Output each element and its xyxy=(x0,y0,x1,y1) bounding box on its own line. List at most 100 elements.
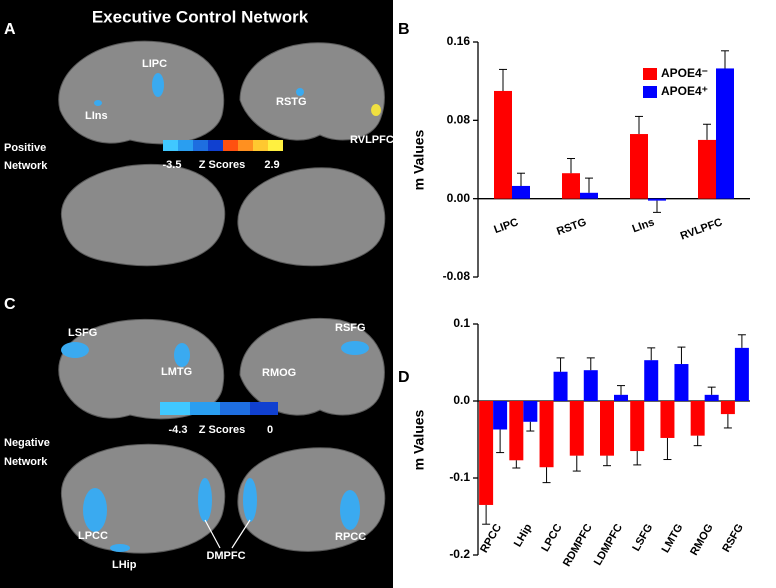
y-tick-label: 0.1 xyxy=(453,316,470,330)
bar xyxy=(716,68,734,199)
colorbar-cell xyxy=(268,140,283,151)
y-tick-label: 0.08 xyxy=(447,113,471,127)
bar xyxy=(494,90,512,199)
panel-letter: A xyxy=(4,21,16,38)
bar xyxy=(553,371,568,401)
pointer xyxy=(204,519,221,549)
colorbar-cell xyxy=(238,140,253,151)
blob xyxy=(61,342,89,358)
blob xyxy=(371,104,381,116)
y-tick-label: 0.16 xyxy=(447,34,471,48)
colorbar-label: Z Scores xyxy=(199,424,245,436)
bar xyxy=(734,347,749,401)
bar xyxy=(704,394,719,401)
colorbar-cell xyxy=(223,140,238,151)
figure-title: Executive Control Network xyxy=(92,7,309,26)
bar xyxy=(493,401,508,430)
blob xyxy=(243,478,257,522)
y-axis-label: m Values xyxy=(411,409,427,470)
x-tick-label: LMTG xyxy=(660,522,686,555)
x-tick-label: LSFG xyxy=(630,522,655,553)
colorbar-cell xyxy=(190,402,220,415)
y-tick-label: 0.00 xyxy=(447,191,471,205)
colorbar-cell xyxy=(163,140,178,151)
x-tick-label: RSFG xyxy=(720,522,746,554)
region-label: DMPFC xyxy=(206,550,245,562)
network-label: Network xyxy=(4,160,48,172)
blob xyxy=(174,343,190,367)
colorbar xyxy=(163,140,283,151)
y-tick-label: 0.0 xyxy=(453,393,470,407)
colorbar-max: 2.9 xyxy=(264,159,279,171)
x-tick-label: RPCC xyxy=(478,522,504,555)
x-tick-label: LDMPFC xyxy=(592,522,625,568)
bar xyxy=(644,360,659,401)
bar xyxy=(523,401,538,422)
colorbar-cell xyxy=(178,140,193,151)
bar xyxy=(583,370,598,401)
y-tick-label: -0.2 xyxy=(449,547,470,561)
bar xyxy=(698,139,716,199)
colorbar-min: -4.3 xyxy=(169,424,188,436)
bar xyxy=(479,401,494,505)
blob xyxy=(152,73,164,97)
region-label: RPCC xyxy=(335,531,366,543)
region-label: LPCC xyxy=(78,530,108,542)
network-label: Network xyxy=(4,456,48,468)
blob xyxy=(340,490,360,530)
region-label: RSTG xyxy=(276,96,307,108)
x-tick-label: RMOG xyxy=(688,522,716,558)
brain-lateral xyxy=(239,42,385,141)
colorbar-cell xyxy=(253,140,268,151)
bar xyxy=(614,394,628,401)
brain-lateral xyxy=(58,40,225,145)
bar xyxy=(660,401,675,438)
colorbar-min: -3.5 xyxy=(163,159,182,171)
blob xyxy=(94,100,102,106)
panel-letter: D xyxy=(398,369,410,386)
bar xyxy=(720,401,735,415)
panel-letter: B xyxy=(398,21,410,38)
bar xyxy=(630,134,648,199)
y-tick-label: -0.1 xyxy=(449,470,470,484)
colorbar-cell xyxy=(160,402,190,415)
bar xyxy=(539,401,554,468)
pointer-lines xyxy=(204,519,251,549)
colorbar-cell xyxy=(250,402,278,415)
brain-medial xyxy=(237,167,386,267)
blob xyxy=(341,341,369,355)
x-tick-label: RSTG xyxy=(555,216,588,238)
colorbar-cell xyxy=(193,140,208,151)
bar xyxy=(562,173,580,199)
region-label: LIPC xyxy=(142,58,167,70)
region-label: RMOG xyxy=(262,367,296,379)
brain-medial xyxy=(60,163,226,267)
activation-blobs xyxy=(61,73,381,552)
x-tick-label: LIns xyxy=(631,216,656,235)
blob xyxy=(83,488,107,532)
colorbar-max: 0 xyxy=(267,424,273,436)
blob xyxy=(110,544,130,552)
blob xyxy=(296,88,304,96)
region-label: LSFG xyxy=(68,327,97,339)
bar xyxy=(509,401,524,461)
bar xyxy=(648,198,666,201)
colorbar-cell xyxy=(208,140,223,151)
bar xyxy=(512,185,530,199)
x-tick-label: LPCC xyxy=(539,522,564,554)
panel-letter: C xyxy=(4,296,16,313)
x-tick-label: RDMPFC xyxy=(561,522,595,569)
legend-label: APOE4⁺ xyxy=(661,84,708,98)
region-label: LHip xyxy=(112,559,137,571)
bar xyxy=(630,401,645,452)
network-label: Negative xyxy=(4,437,50,449)
legend-label: APOE4⁻ xyxy=(661,66,708,80)
region-label: LIns xyxy=(85,110,108,122)
colorbar-cell xyxy=(220,402,250,415)
region-label: RSFG xyxy=(335,322,366,334)
y-tick-label: -0.08 xyxy=(443,269,471,283)
bar xyxy=(674,364,689,401)
legend-swatch xyxy=(643,68,657,80)
region-label: LMTG xyxy=(161,366,192,378)
colorbar xyxy=(160,402,278,415)
